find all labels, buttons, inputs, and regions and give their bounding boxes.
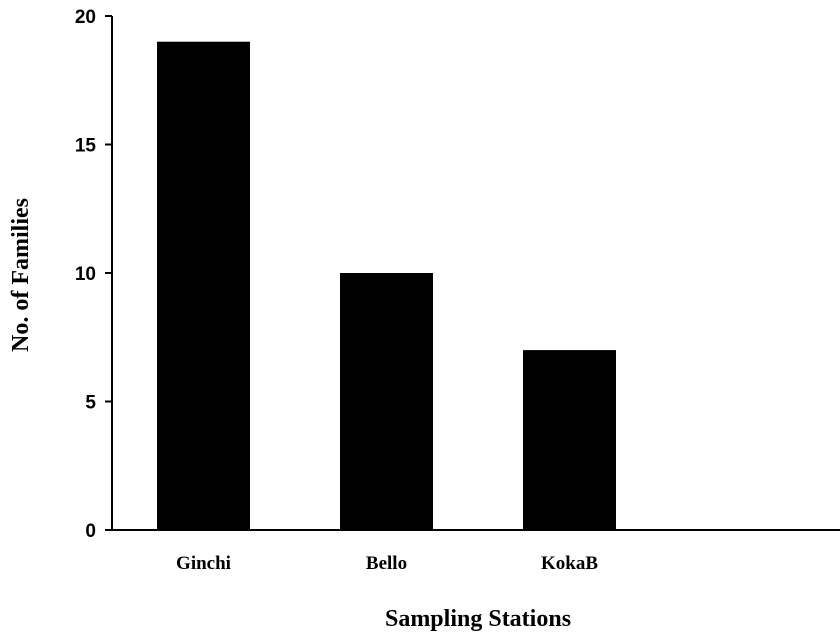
x-axis-title: Sampling Stations bbox=[385, 606, 571, 632]
x-category-label-bello: Bello bbox=[366, 553, 407, 574]
bars bbox=[157, 41, 616, 530]
y-axis-title: No. of Families bbox=[8, 198, 34, 352]
x-category-label-kokab: KokaB bbox=[541, 553, 598, 574]
bar-kokab bbox=[523, 350, 616, 530]
bar-bello bbox=[340, 273, 433, 530]
y-tick-label: 0 bbox=[85, 521, 96, 542]
bar-ginchi bbox=[157, 41, 250, 530]
y-tick-label: 15 bbox=[75, 136, 97, 157]
x-axis-category-labels: Ginchi Bello KokaB bbox=[176, 553, 598, 574]
x-category-label-ginchi: Ginchi bbox=[176, 553, 231, 574]
y-axis-ticks: 0 5 10 15 20 bbox=[75, 7, 112, 542]
y-tick-label: 20 bbox=[75, 7, 96, 28]
y-tick-label: 10 bbox=[75, 264, 96, 285]
y-tick-label: 5 bbox=[85, 393, 96, 414]
